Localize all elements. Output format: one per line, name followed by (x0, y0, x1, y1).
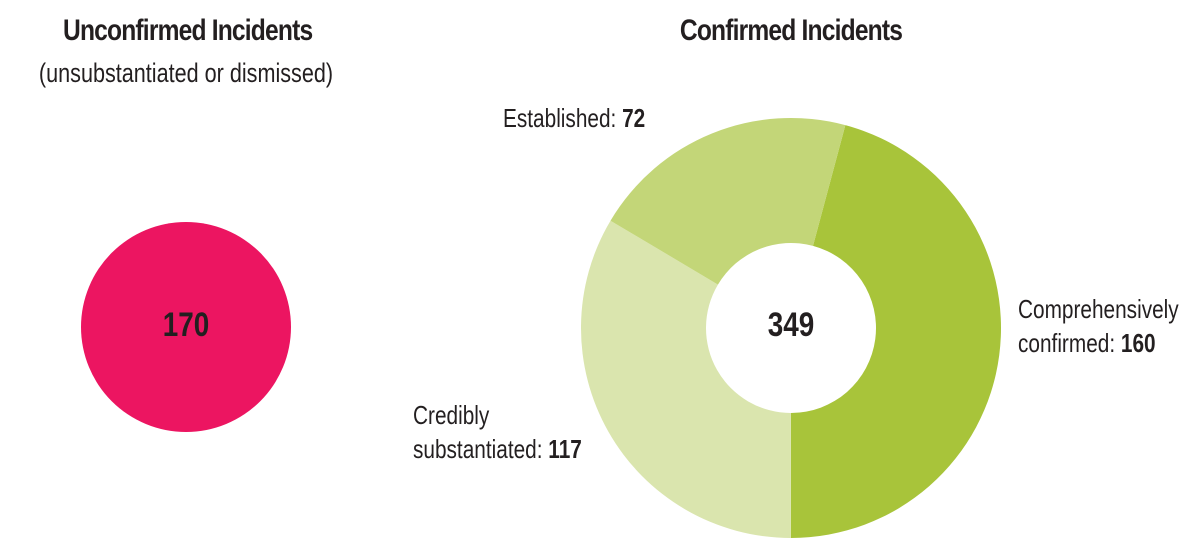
chart-subtitle: (unsubstantiated or dismissed) (38, 58, 334, 88)
donut-segment (610, 118, 846, 285)
value-label: 170 (162, 306, 210, 344)
category-label: Credibly substantiated: (413, 400, 543, 464)
category-label: Comprehensively confirmed: (1018, 294, 1179, 358)
value-label: 72 (622, 103, 646, 133)
chart-title: Unconfirmed Incidents (63, 14, 313, 47)
value-label: 117 (548, 434, 582, 464)
segment-label: Established: 72 (503, 101, 711, 135)
donut-segment (790, 125, 1002, 538)
donut-segment (581, 220, 791, 538)
circle-mark (81, 222, 291, 432)
chart-title: Confirmed Incidents (679, 14, 903, 47)
segment-label: Credibly substantiated: 117 (413, 398, 589, 466)
value-label: 160 (1120, 328, 1156, 358)
segment-label: Comprehensively confirmed: 160 (1018, 292, 1179, 360)
total-label: 349 (767, 306, 815, 344)
category-label: Established: (503, 103, 617, 133)
